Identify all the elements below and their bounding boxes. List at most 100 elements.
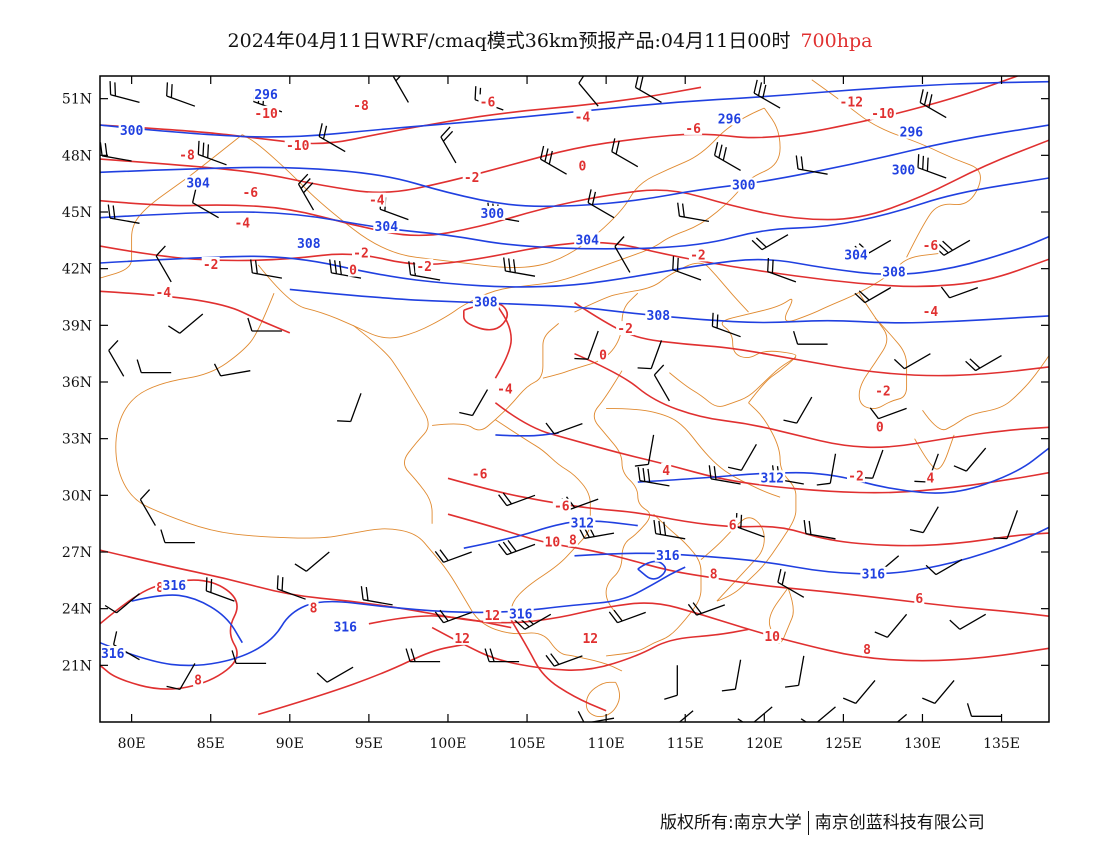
boundary-line [574, 262, 749, 313]
wind-barb [874, 613, 908, 638]
temperature-label-bg [483, 608, 502, 623]
temperature-label: -4 [155, 286, 171, 301]
temperature-isoline [368, 615, 512, 629]
wind-barb [896, 713, 908, 722]
geopotential-label: 316 [101, 647, 125, 662]
wind-barb [545, 653, 583, 667]
geopotential-label: 296 [900, 126, 924, 141]
temperature-label-bg [495, 381, 514, 396]
temperature-label: -4 [923, 305, 939, 320]
footer-copyright: 版权所有:南京大学 [660, 813, 802, 833]
wind-barb [577, 524, 615, 539]
boundary-line [721, 253, 939, 404]
geopotential-label: 304 [186, 177, 210, 192]
temperature-label-bg [925, 470, 936, 485]
wind-barb [498, 540, 536, 556]
temperature-label-bg [253, 105, 280, 120]
x-tick-label: 105E [509, 736, 546, 752]
wind-barb [205, 577, 235, 602]
boundary-line [242, 107, 765, 268]
wind-barb [653, 364, 670, 402]
footer: 版权所有:南京大学 南京创蓝科技有限公司 [660, 808, 985, 835]
geopotential-label: 316 [656, 549, 680, 564]
temperature-label: -6 [472, 468, 488, 483]
wind-barb [922, 679, 955, 704]
temperature-label: 8 [569, 534, 577, 549]
wind-barb [965, 355, 1002, 372]
wind-barb [777, 568, 805, 598]
wind-barb [503, 257, 536, 277]
temperature-label-bg [233, 215, 252, 230]
wind-barb [155, 245, 172, 283]
boundary-line [606, 513, 702, 657]
temperature-label-bg [352, 245, 370, 260]
y-tick-label: 33N [62, 432, 92, 448]
geopotential-label: 296 [254, 88, 278, 103]
geopotential-label: 300 [120, 124, 144, 139]
wind-barbs-layer [100, 76, 1019, 722]
boundary-line [495, 419, 591, 620]
wind-barb [484, 648, 520, 663]
temperature-isoline [257, 643, 464, 716]
temperature-label: 8 [710, 568, 718, 583]
x-tick-label: 110E [588, 736, 625, 752]
temperature-label: 8 [194, 673, 202, 688]
footer-separator [807, 811, 809, 835]
temperature-label-bg [921, 238, 940, 252]
wind-barb [276, 575, 306, 600]
boundary-line [914, 434, 955, 470]
geopotential-label: 308 [474, 296, 498, 311]
geopotential-label: 316 [333, 621, 357, 636]
temperature-isoline [100, 86, 702, 145]
temperature-isoline [100, 549, 1049, 662]
title-main: 2024年04月11日WRF/cmaq模式36km预报产品:04月11日00时 [227, 30, 791, 52]
footer-company: 南京创蓝科技有限公司 [814, 813, 985, 833]
temperature-label-bg [708, 566, 719, 581]
plot-frame [99, 75, 1050, 723]
geopotential-isoline [100, 177, 1049, 250]
wind-barb [966, 703, 1002, 717]
wind-barb [166, 663, 196, 691]
temperature-label-bg [727, 517, 738, 532]
temperature-label-bg [847, 468, 865, 483]
temperature-label-bg [616, 321, 635, 336]
wind-barb [737, 706, 773, 722]
y-tick-label: 51N [62, 92, 92, 108]
temperature-isoline [100, 290, 291, 334]
geopotential-label: 304 [575, 233, 599, 248]
boundary-line [811, 79, 981, 258]
wind-barb [498, 492, 536, 507]
geopotential-label-bg [860, 566, 887, 581]
wind-barb [297, 173, 315, 211]
geopotential-label-bg [100, 646, 126, 660]
wind-barb [109, 81, 140, 104]
x-tick-label: 125E [825, 736, 862, 752]
boundary-line [432, 323, 559, 431]
temperature-label-bg [241, 185, 260, 200]
wind-barb [925, 559, 963, 576]
temperature-label: 0 [578, 160, 586, 175]
temperature-isoline [494, 302, 513, 379]
boundary-line [593, 370, 651, 621]
geopotential-label-bg [507, 606, 534, 621]
wind-barb [166, 82, 196, 107]
wind-barb [514, 613, 552, 630]
temperature-label-bg [573, 109, 592, 124]
temperature-label-bg [684, 120, 703, 135]
geopotential-label-bg [645, 307, 672, 322]
temperature-label-bg [193, 672, 204, 687]
temperature-label: 12 [582, 632, 598, 647]
geopotential-label-bg [161, 578, 188, 592]
boundary-line [585, 681, 620, 718]
temperature-label-bg [308, 600, 319, 615]
temperature-label-bg [453, 630, 472, 645]
geopotential-isoline [100, 235, 1049, 288]
temperature-label-bg [838, 94, 865, 109]
wind-barb [751, 234, 789, 251]
geopotential-label: 300 [481, 207, 505, 222]
wind-barb [168, 313, 204, 334]
wind-barb [405, 648, 441, 663]
axes-layer: 80E 85E 90E 95E 100E 105E 110E 115E 120E 125E 130E… [62, 76, 1049, 752]
temperature-isoline [574, 352, 1049, 449]
wind-barb [711, 312, 741, 338]
